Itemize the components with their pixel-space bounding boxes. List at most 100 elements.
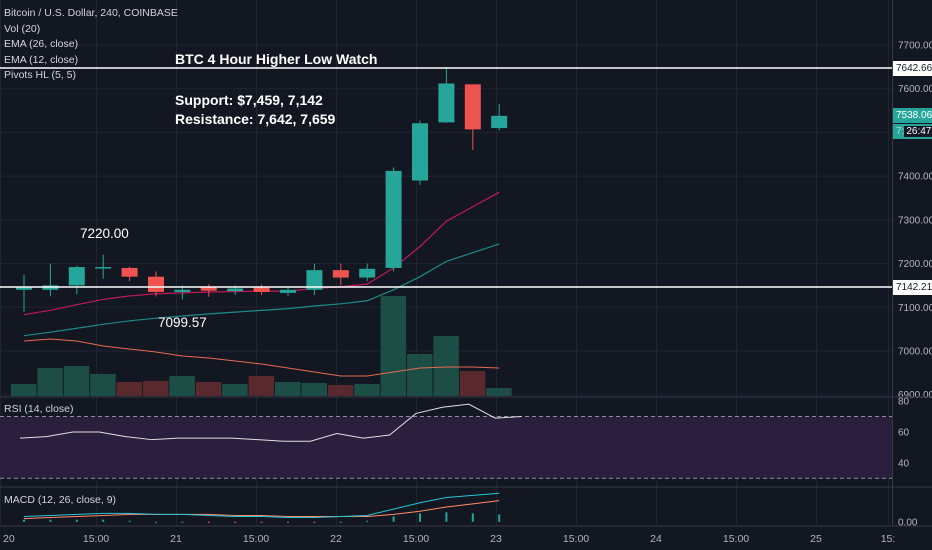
rsi-band [0,416,892,479]
candle-body [227,288,244,292]
price-axis-tick-label: 7300.00 [898,215,932,226]
price-axis-tick-label: 6900.00 [898,390,932,401]
candle-body [121,267,138,277]
macd-histogram-bar [471,513,474,522]
macd-histogram-bar [260,521,263,523]
x-axis-tick-label: 15:00 [723,533,749,545]
macd-histogram-bar [128,520,131,522]
x-axis-tick-label: 15:00 [563,533,589,545]
candle-body [306,270,323,290]
macd-label[interactable]: MACD (12, 26, close, 9) [4,494,117,506]
candle-body [68,267,85,286]
volume-bar [275,382,301,396]
price-axis-tick-label: 7700.00 [898,41,932,52]
legend-symbol[interactable]: Bitcoin / U.S. Dollar, 240, COINBASE [4,7,178,19]
legend-ema12[interactable]: EMA (12, close) [4,53,79,66]
price-axis-tick-label: 7600.00 [898,84,932,95]
macd-line [23,492,500,519]
x-axis-tick-label: 23 [490,533,502,545]
macd-histogram-bar [155,521,157,523]
countdown-prefix: 7: [896,126,905,137]
rsi-axis-tick-label: 80 [898,397,910,408]
volume-bar [90,374,116,396]
x-axis-tick-label: 15: [881,533,896,545]
last-price-tag: 7538.06 [893,108,932,123]
macd-histogram-bar [392,516,395,522]
volume-bar [222,384,248,396]
price-axis-tick-label: 7200.00 [898,259,932,270]
candle-body [280,289,296,293]
macd-histogram-bar [23,519,25,522]
volume-ma-line [23,338,500,377]
price-axis-tick-label: 7400.00 [898,172,932,183]
annotation-title: BTC 4 Hour Higher Low Watch [175,51,378,67]
volume-bar [327,385,354,396]
x-axis-tick-label: 22 [330,533,342,545]
annotation-pivot-low: 7099.57 [158,315,207,330]
candle-body [174,289,191,292]
candle-body [332,270,349,278]
price-axis-tick-label: 7000.00 [898,347,932,358]
macd-histogram-bar [366,520,369,522]
x-axis-tick-label: 15:00 [83,533,109,545]
volume-bar [301,383,327,396]
macd-histogram-bar [313,521,316,523]
candle-body [359,268,376,278]
volume-bar [354,384,380,396]
volume-bar [407,354,433,396]
x-axis-tick-label: 24 [650,533,662,545]
ema12-line [23,191,500,316]
volume-bar [63,366,90,396]
volume-bar [11,384,37,396]
candle-body [385,170,402,268]
macd-histogram-bar [49,519,52,522]
rsi-axis-tick-label: 60 [898,427,910,438]
volume-bar [459,371,486,396]
macd-histogram-bar [102,519,105,522]
rsi-axis-tick-label: 40 [898,458,910,469]
volume-bar [169,376,195,396]
legend-pivots[interactable]: Pivots HL (5, 5) [4,69,76,81]
macd-histogram-bar [445,512,448,522]
macd-histogram-bar [419,513,421,522]
resistance-price-tag: 7642.66 [893,61,932,76]
macd-histogram-bar [234,521,237,523]
legend: Bitcoin / U.S. Dollar, 240, COINBASE Vol… [4,6,178,84]
annotation-support: Support: $7,459, 7,142 [175,92,323,108]
macd-histogram-bar [287,521,289,523]
volume-bar [248,376,275,396]
volume-bar [116,382,143,396]
volume-bar [433,336,459,396]
x-axis-tick-label: 21 [170,533,182,545]
annotation-resistance: Resistance: 7,642, 7,659 [175,111,336,127]
support-price-tag: 7142.21 [893,280,932,295]
candle-body [200,286,217,291]
ema26-line [23,243,500,337]
rsi-label[interactable]: RSI (14, close) [4,403,74,415]
volume-bar [37,368,63,396]
candle-body [148,276,164,292]
rsi-line [19,403,522,442]
x-axis-tick-label: 15:00 [243,533,269,545]
macd-histogram-bar [181,521,184,523]
countdown-tag: 7: 26:47 [893,124,932,139]
macd-signal-line [23,500,500,520]
legend-vol[interactable]: Vol (20) [4,22,41,35]
macd-histogram-bar [75,519,78,522]
macd-histogram-bar [498,514,501,522]
candle-body [412,123,428,181]
countdown-value: 26:47 [904,126,932,137]
candle-body [95,267,112,269]
volume-bar [486,388,512,396]
x-axis-tick-label: 25 [810,533,822,545]
candle-body [438,83,455,123]
macd-axis-tick-label: 0.00 [898,517,918,528]
macd-histogram-bar [339,521,342,523]
legend-ema26[interactable]: EMA (26, close) [4,38,79,50]
macd-histogram-bar [207,521,210,523]
candle-body [491,115,508,129]
price-axis-tick-label: 7100.00 [898,303,932,314]
volume-bar [195,382,222,396]
